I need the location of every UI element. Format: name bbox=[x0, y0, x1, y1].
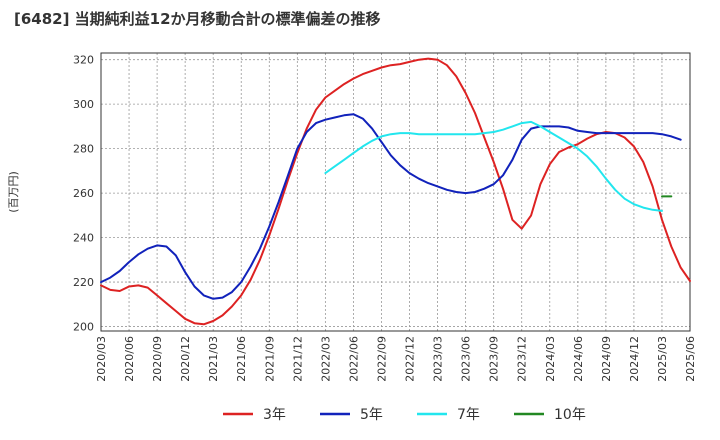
x-tick-label: 2024/12 bbox=[628, 336, 641, 382]
x-tick-label: 2024/06 bbox=[572, 336, 585, 382]
x-tick-label: 2024/03 bbox=[544, 336, 557, 382]
y-tick-label: 200 bbox=[73, 321, 94, 334]
legend-label-4: 10年 bbox=[554, 407, 586, 423]
x-tick-label: 2021/09 bbox=[263, 336, 276, 382]
legend-label-1: 3年 bbox=[263, 407, 286, 423]
x-tick-label: 2022/06 bbox=[347, 336, 360, 382]
series-line-3 bbox=[324, 120, 663, 212]
x-tick-label: 2025/03 bbox=[656, 336, 669, 382]
x-tick-label: 2024/09 bbox=[600, 336, 613, 382]
series-lines bbox=[100, 57, 691, 326]
x-tick-label: 2022/09 bbox=[375, 336, 388, 382]
y-tick-label: 280 bbox=[73, 143, 94, 156]
series-line-2 bbox=[100, 113, 682, 300]
legend-label-2: 5年 bbox=[360, 407, 383, 423]
x-tick-label: 2023/06 bbox=[460, 336, 473, 382]
y-tick-label: 240 bbox=[73, 232, 94, 245]
x-tick-label: 2022/12 bbox=[404, 336, 417, 382]
x-tick-label: 2025/06 bbox=[684, 336, 697, 382]
grid-lines bbox=[100, 53, 691, 331]
y-tick-label: 260 bbox=[73, 187, 94, 200]
y-axis-ticks: 200 220 240 260 280 300 320 bbox=[73, 54, 94, 334]
x-tick-label: 2021/06 bbox=[235, 336, 248, 382]
legend: 3年 5年 7年 10年 bbox=[223, 407, 586, 423]
plot-area-frame bbox=[100, 52, 691, 332]
x-axis-ticks: 2020/03 2020/06 2020/09 2020/12 2021/03 2021/… bbox=[95, 336, 697, 382]
x-tick-label: 2023/03 bbox=[432, 336, 445, 382]
x-tick-label: 2021/12 bbox=[291, 336, 304, 382]
x-tick-label: 2022/03 bbox=[319, 336, 332, 382]
x-tick-label: 2020/12 bbox=[179, 336, 192, 382]
x-tick-label: 2020/09 bbox=[151, 336, 164, 382]
chart-title: [6482] 当期純利益12か月移動合計の標準偏差の推移 bbox=[14, 10, 381, 28]
legend-label-3: 7年 bbox=[457, 407, 480, 423]
y-axis-unit-label: (百万円) bbox=[7, 171, 20, 213]
x-tick-label: 2020/06 bbox=[123, 336, 136, 382]
y-tick-label: 220 bbox=[73, 276, 94, 289]
y-tick-label: 300 bbox=[73, 98, 94, 111]
x-tick-label: 2023/09 bbox=[488, 336, 501, 382]
series-line-1 bbox=[100, 57, 691, 326]
y-tick-label: 320 bbox=[73, 54, 94, 67]
x-tick-label: 2023/12 bbox=[516, 336, 529, 382]
x-tick-label: 2020/03 bbox=[95, 336, 108, 382]
x-tick-label: 2021/03 bbox=[207, 336, 220, 382]
